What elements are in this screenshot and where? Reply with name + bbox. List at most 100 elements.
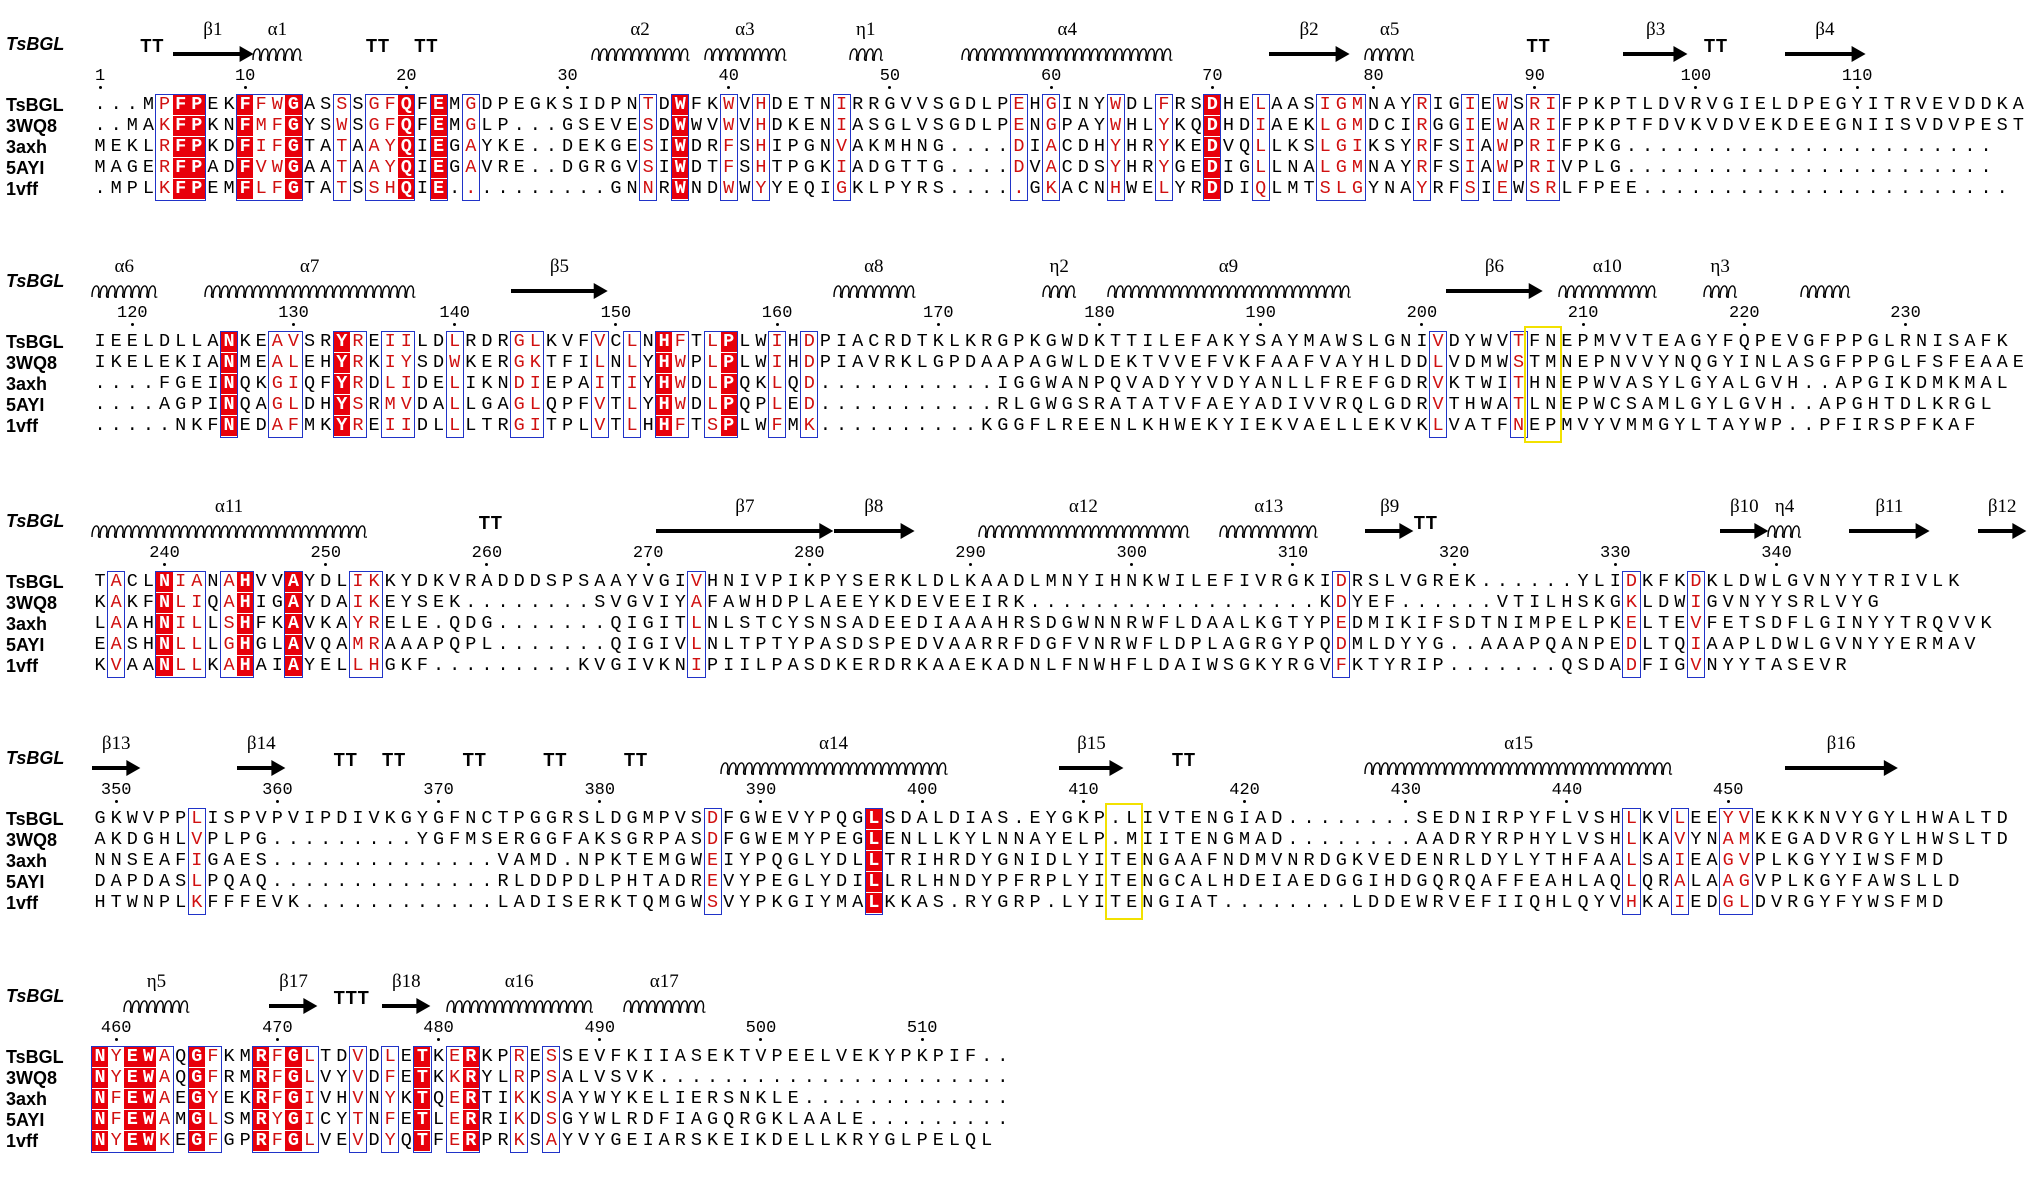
residue: K [836, 655, 848, 676]
residue: I [1545, 157, 1557, 178]
residue: . [433, 655, 445, 676]
residue: K [1351, 655, 1363, 676]
conservation-box [268, 331, 303, 438]
residue: F [1577, 850, 1589, 871]
residue: S [578, 571, 590, 592]
residue: L [771, 373, 783, 394]
residue: F [110, 1088, 122, 1109]
residue: L [1996, 373, 2008, 394]
residue: K [964, 331, 977, 352]
residue: F [1835, 892, 1847, 913]
residue: A [1706, 634, 1718, 655]
residue: P [900, 1046, 912, 1067]
residue: Y [981, 871, 993, 892]
residue: R [253, 1131, 270, 1151]
residue: . [1706, 178, 1718, 199]
residue: A [1996, 352, 2008, 373]
residue: R [1529, 115, 1541, 136]
residue: P [239, 808, 251, 829]
residue: H [755, 115, 767, 136]
residue: . [900, 373, 912, 394]
residue: A [336, 634, 348, 655]
residue: K [1593, 115, 1605, 136]
residue: N [368, 1109, 380, 1130]
residue: N [1093, 613, 1106, 634]
residue: H [1222, 871, 1234, 892]
residue: L [529, 331, 541, 352]
residue: Y [1593, 892, 1605, 913]
residue: E [626, 115, 638, 136]
residue: N [1464, 808, 1476, 829]
residue: N [1706, 655, 1718, 676]
residue: G [285, 116, 302, 136]
residue: P [1609, 94, 1621, 115]
residue: V [1674, 829, 1686, 850]
residue: K [126, 592, 138, 613]
residue: D [513, 373, 525, 394]
residue: . [1110, 592, 1122, 613]
residue: . [513, 178, 525, 199]
residue: . [529, 592, 541, 613]
residue: Q [223, 871, 235, 892]
helix-label: α15 [1504, 733, 1534, 754]
residue: F [237, 95, 254, 115]
residue: V [836, 1046, 848, 1067]
residue: I [948, 1046, 960, 1067]
sequence-name: 3WQ8 [6, 116, 58, 136]
residue: T [610, 394, 622, 415]
turn-marker: TTT [333, 988, 370, 1008]
residue: N [175, 415, 187, 436]
residue: R [352, 331, 364, 352]
residue: F [1061, 655, 1073, 676]
residue: . [1045, 592, 1057, 613]
alpha-helix-coil [1106, 285, 1351, 299]
residue: Y [964, 829, 977, 850]
residue: A [285, 656, 302, 676]
residue: V [320, 1130, 332, 1151]
sequence-name: 3WQ8 [6, 1068, 58, 1088]
residue: K [916, 655, 928, 676]
residue: W [690, 892, 703, 913]
conservation-box [445, 1046, 480, 1153]
residue: T [1513, 331, 1525, 352]
residue: A [110, 592, 122, 613]
residue: D [1319, 850, 1331, 871]
residue: K [1948, 571, 1960, 592]
residue: D [1204, 179, 1221, 199]
residue: K [1803, 808, 1815, 829]
residue: P [787, 592, 799, 613]
residue: Q [449, 634, 461, 655]
strand-label: β3 [1646, 19, 1666, 40]
residue: W [739, 178, 751, 199]
residue: L [578, 415, 590, 436]
residue: E [1416, 850, 1428, 871]
residue: . [1932, 136, 1944, 157]
residue: Y [1883, 613, 1895, 634]
residue: . [964, 1088, 977, 1109]
residue: E [1126, 871, 1138, 892]
residue: I [642, 1130, 654, 1151]
residue: E [852, 655, 864, 676]
residue: N [156, 656, 173, 676]
residue: D [1980, 94, 1992, 115]
residue: A [158, 1109, 171, 1130]
residue: . [739, 1067, 751, 1088]
residue: F [255, 94, 267, 115]
residue: L [981, 1130, 993, 1151]
residue: W [1206, 655, 1218, 676]
residue: . [916, 415, 928, 436]
position-tick-dot [1904, 323, 1907, 326]
alpha-helix-coil [1767, 525, 1802, 539]
residue: P [1093, 373, 1106, 394]
residue: R [997, 592, 1009, 613]
strand-label: β16 [1826, 733, 1856, 754]
residue: N [626, 178, 638, 199]
residue: G [1867, 808, 1879, 829]
residue: S [1625, 394, 1637, 415]
residue: V [916, 94, 928, 115]
residue: . [964, 157, 977, 178]
residue: . [1948, 157, 1960, 178]
residue: D [1190, 613, 1202, 634]
residue: A [1625, 373, 1637, 394]
residue: I [191, 352, 203, 373]
